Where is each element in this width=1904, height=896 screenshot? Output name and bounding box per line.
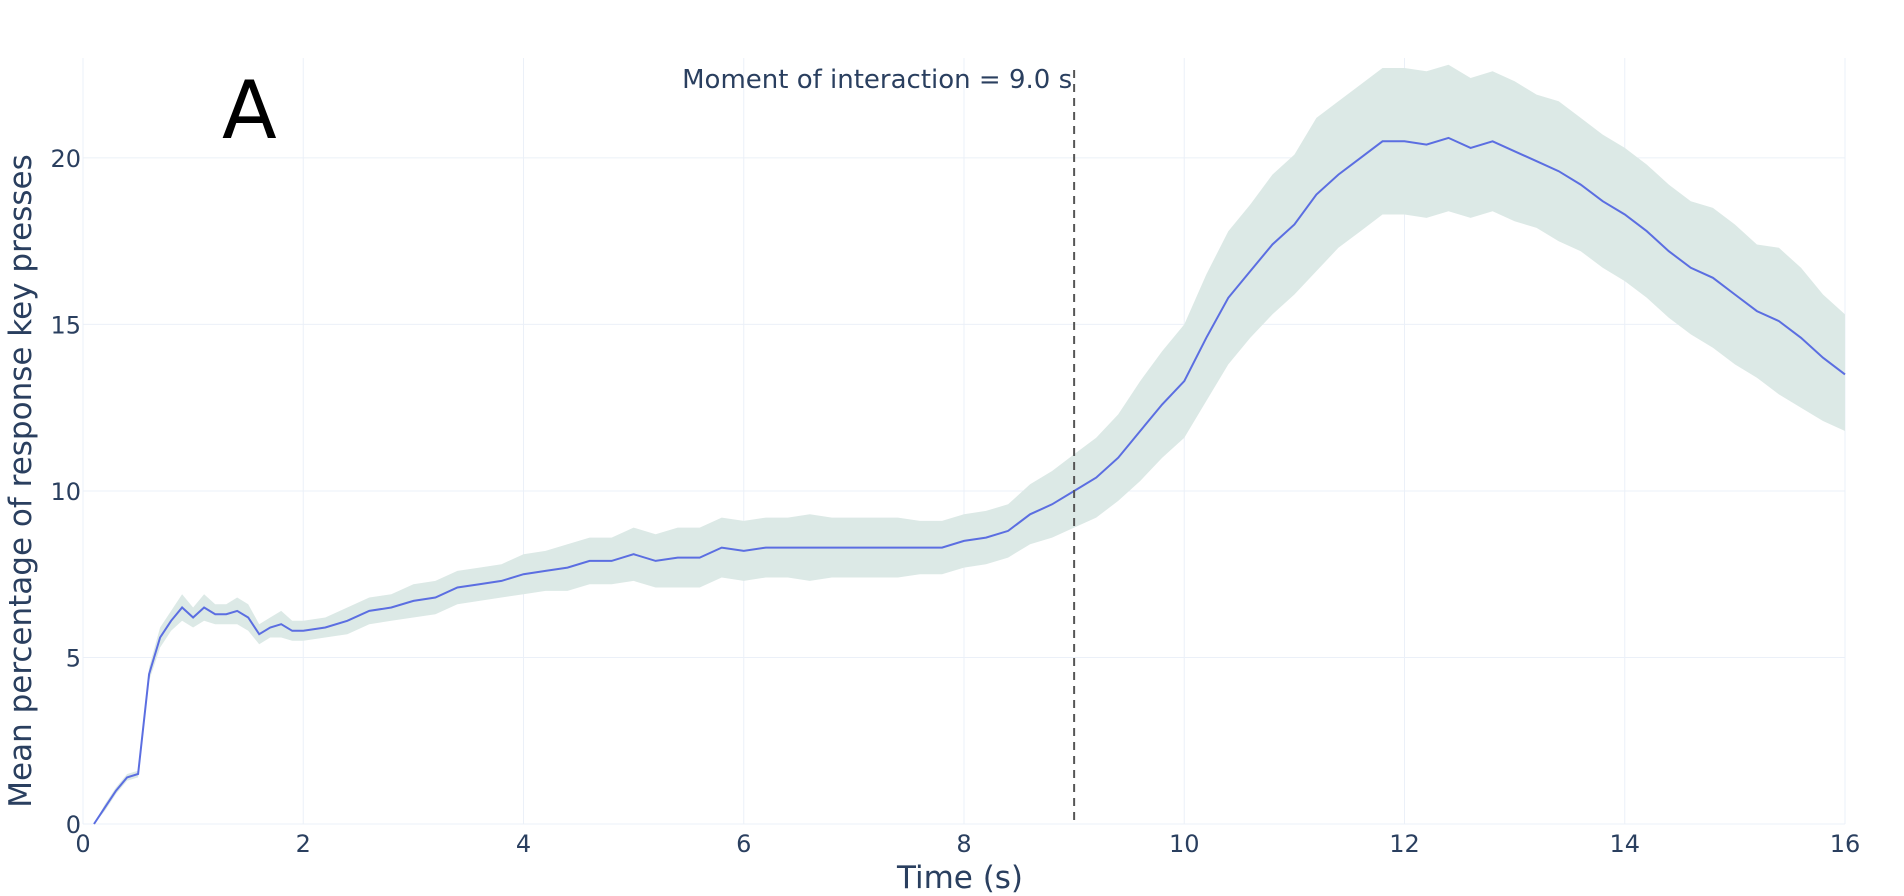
y-tick-label: 15 (50, 311, 81, 339)
annotation-label: Moment of interaction = 9.0 s (682, 65, 1072, 95)
confidence-band (94, 64, 1845, 824)
y-tick-labels: 0 5 10 15 20 (50, 145, 81, 839)
x-tick-label: 2 (296, 830, 311, 858)
x-tick-label: 8 (956, 830, 971, 858)
x-tick-label: 10 (1169, 830, 1200, 858)
y-tick-label: 5 (66, 644, 81, 672)
y-tick-label: 20 (50, 145, 81, 173)
x-tick-label: 12 (1389, 830, 1420, 858)
x-tick-label: 6 (736, 830, 751, 858)
y-tick-label: 0 (66, 811, 81, 839)
x-axis-title: Time (s) (896, 860, 1023, 896)
y-tick-label: 10 (50, 478, 81, 506)
y-axis-title: Mean percentage of response key presses (3, 154, 39, 808)
x-tick-label: 0 (75, 830, 90, 858)
x-tick-label: 14 (1609, 830, 1640, 858)
panel-label: A (222, 64, 277, 157)
series-line (93, 136, 1846, 825)
x-tick-label: 16 (1830, 830, 1861, 858)
x-tick-labels: 0 2 4 6 8 10 12 14 16 (75, 830, 1860, 858)
x-tick-label: 4 (516, 830, 531, 858)
